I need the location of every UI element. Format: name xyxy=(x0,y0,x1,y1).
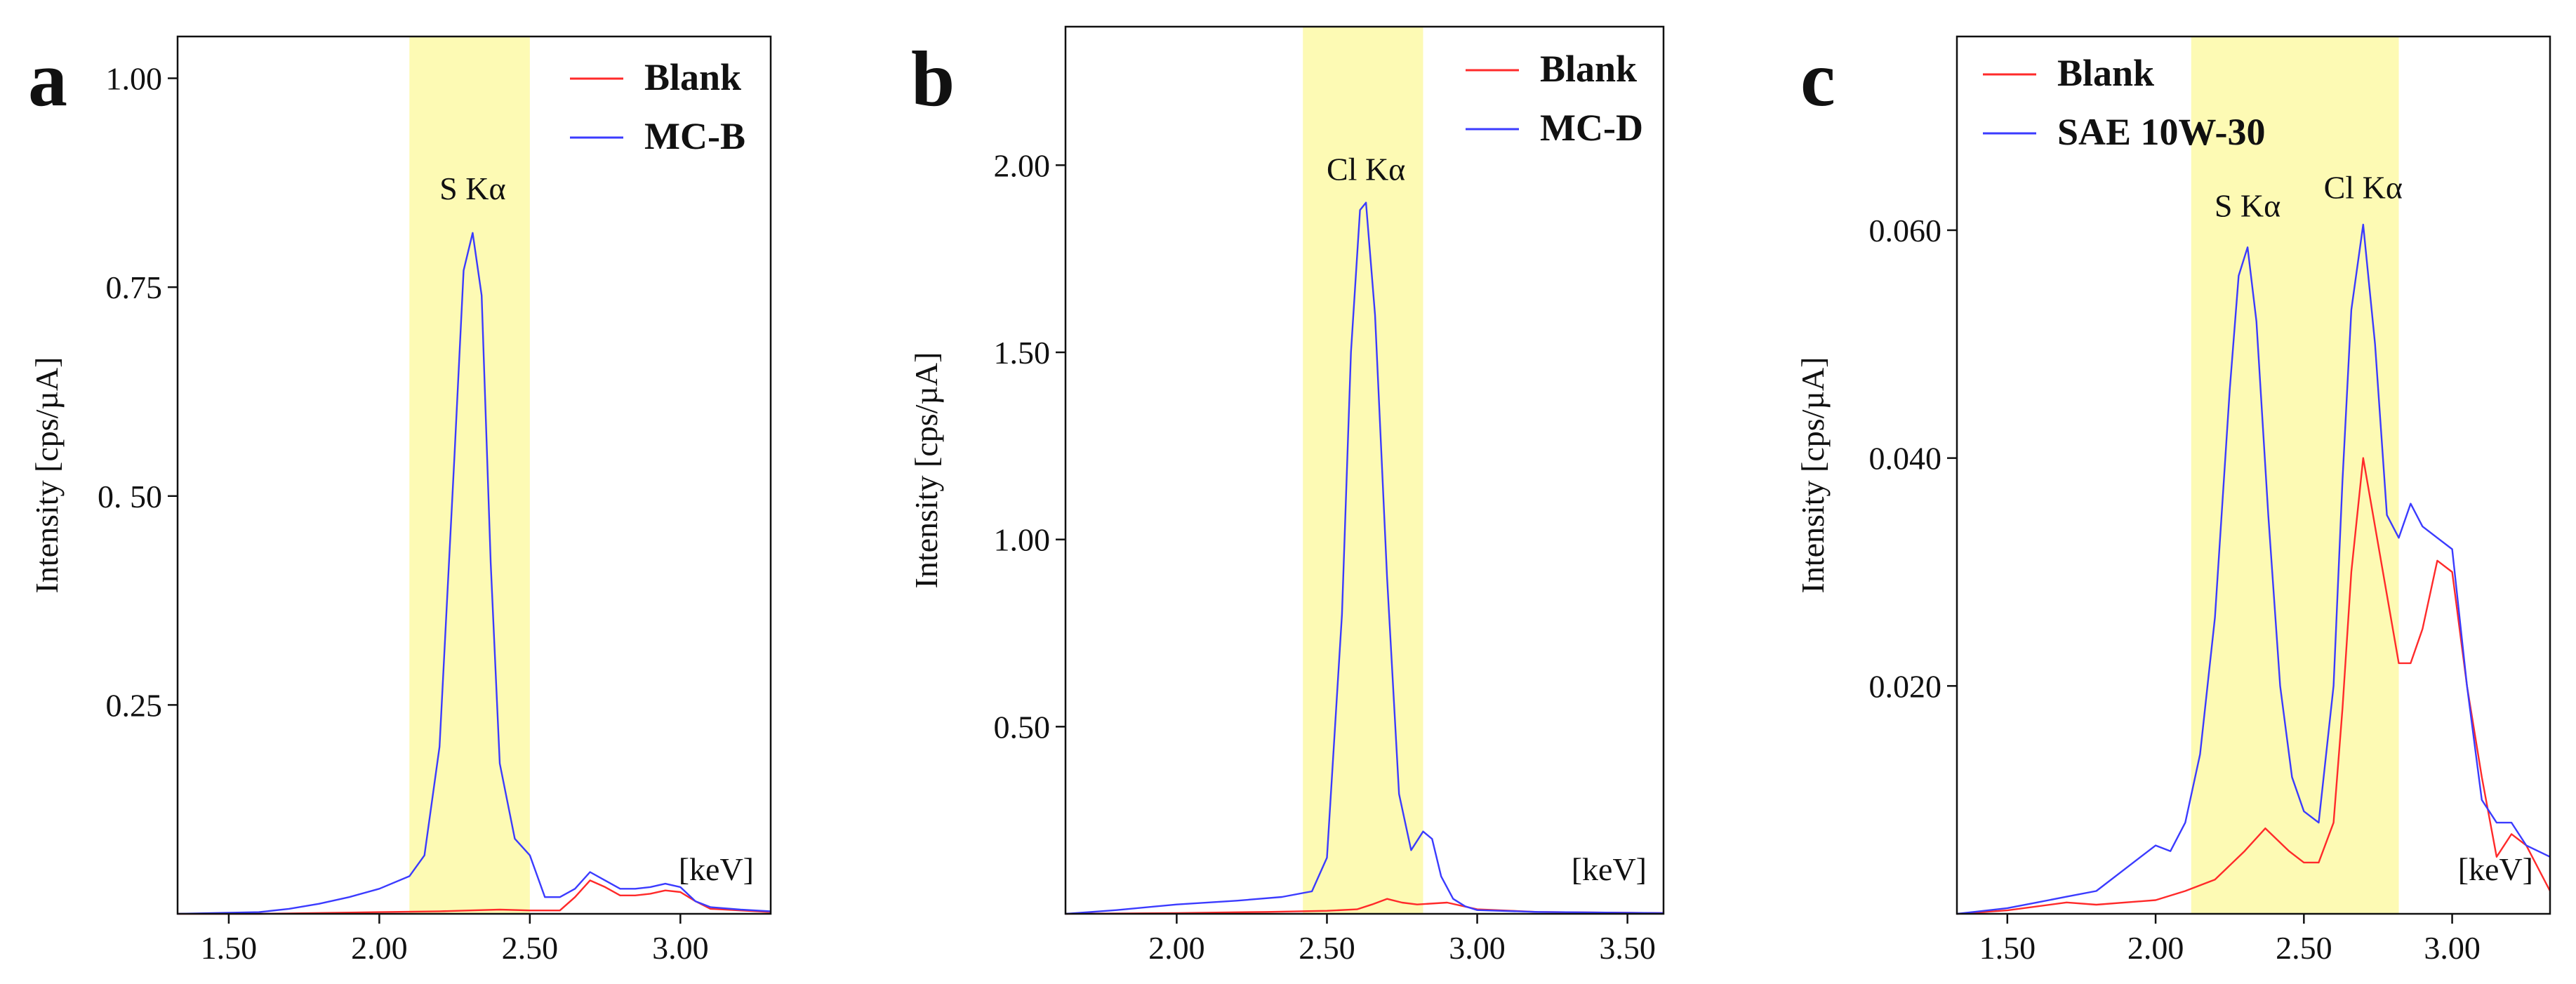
panel-letter: c xyxy=(1800,36,1835,123)
panel-c: 1.50 2.00 2.50 3.00 0.020 0.040 0.060 [keV] Inte… xyxy=(1795,35,2551,966)
plot-frame xyxy=(1956,35,2551,915)
y-tick-label: 1.00 xyxy=(994,522,1051,558)
highlight-band xyxy=(409,36,530,914)
peak-label: S Kα xyxy=(2215,187,2280,223)
series-line-mc-d xyxy=(1065,201,1664,915)
legend: Blank MC-B xyxy=(570,56,745,157)
y-tick-label: 0.50 xyxy=(994,709,1051,745)
y-tick-label: 0.75 xyxy=(106,270,163,305)
legend-label: Blank xyxy=(2057,52,2154,94)
panel-letter: b xyxy=(911,36,955,123)
panel-a: 1.50 2.00 2.50 3.00 0.25 0. 50 0.75 1.00 [keV] In… xyxy=(28,35,772,966)
x-tick-label: 2.00 xyxy=(2127,930,2184,966)
x-tick-label: 2.00 xyxy=(351,930,408,966)
y-tick-label: 1.00 xyxy=(106,61,163,97)
x-tick-label: 3.00 xyxy=(2424,930,2481,966)
legend-label: Blank xyxy=(1540,48,1637,90)
x-tick-label: 1.50 xyxy=(201,930,258,966)
x-tick-label: 2.50 xyxy=(2276,930,2332,966)
x-tick-label: 3.00 xyxy=(652,930,709,966)
x-tick-label: 3.50 xyxy=(1599,930,1656,966)
x-tick-label: 1.50 xyxy=(1979,930,2036,966)
panel-letter: a xyxy=(28,36,67,123)
y-tick-label: 0. 50 xyxy=(98,479,162,514)
peak-label: S Kα xyxy=(439,171,505,206)
highlight-band xyxy=(2191,36,2399,914)
x-tick-label: 2.00 xyxy=(1148,930,1205,966)
series-line-sae-10w-30 xyxy=(1956,223,2551,915)
x-tick-label: 3.00 xyxy=(1449,930,1506,966)
x-tick-label: 2.50 xyxy=(1299,930,1355,966)
y-axis-label: Intensity [cps/µA] xyxy=(29,357,65,594)
peak-label: Cl Kα xyxy=(1327,152,1405,187)
y-tick-label: 1.50 xyxy=(994,335,1051,371)
y-tick-label: 0.25 xyxy=(106,687,163,723)
y-tick-label: 2.00 xyxy=(994,147,1051,183)
legend-label: MC-B xyxy=(644,115,745,157)
y-tick-label: 0.040 xyxy=(1869,441,1942,477)
y-tick-label: 0.060 xyxy=(1869,213,1942,248)
plot-frame xyxy=(176,35,772,915)
y-axis-label: Intensity [cps/µA] xyxy=(1795,357,1831,594)
legend: Blank SAE 10W-30 xyxy=(1983,52,2266,153)
legend-label: Blank xyxy=(644,56,741,98)
legend-label: MC-D xyxy=(1540,107,1643,149)
x-axis-label: [keV] xyxy=(1572,851,1647,887)
panel-b: 2.00 2.50 3.00 3.50 0.50 1.00 1.50 2.00 [keV] Int… xyxy=(908,25,1665,966)
series-line-blank xyxy=(1956,457,2551,915)
peak-label: Cl Kα xyxy=(2324,170,2403,206)
plot-frame xyxy=(1064,25,1665,915)
x-tick-label: 2.50 xyxy=(502,930,559,966)
y-axis-label: Intensity [cps/µA] xyxy=(908,352,944,589)
legend: Blank MC-D xyxy=(1466,48,1643,149)
highlight-band xyxy=(1303,27,1423,914)
series-line-blank xyxy=(178,879,771,915)
legend-label: SAE 10W-30 xyxy=(2057,111,2266,153)
x-axis-label: [keV] xyxy=(2458,851,2533,887)
y-tick-label: 0.020 xyxy=(1869,668,1942,704)
x-axis-label: [keV] xyxy=(679,851,754,887)
series-line-mc-b xyxy=(177,232,771,915)
